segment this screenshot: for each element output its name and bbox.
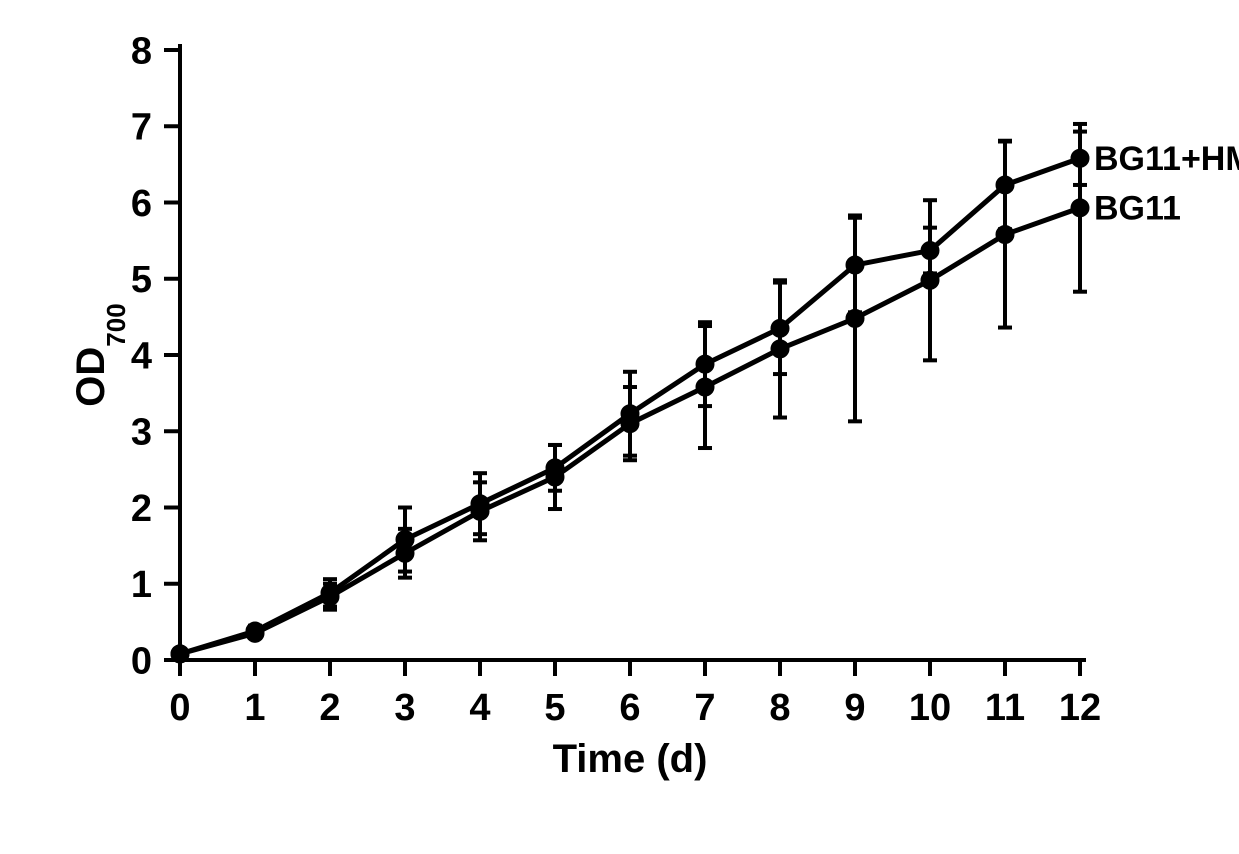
- x-tick-label: 2: [319, 687, 340, 729]
- series-marker: [621, 415, 639, 433]
- y-tick-label: 8: [131, 30, 152, 72]
- y-tick-label: 7: [131, 107, 152, 149]
- series-marker: [546, 468, 564, 486]
- y-tick-label: 5: [131, 259, 152, 301]
- series-marker: [171, 645, 189, 663]
- y-tick-label: 6: [131, 183, 152, 225]
- x-tick-label: 12: [1059, 687, 1101, 729]
- svg-text:OD700: OD700: [69, 303, 131, 406]
- x-tick-label: 8: [769, 687, 790, 729]
- x-tick-label: 11: [985, 687, 1025, 729]
- x-tick-label: 5: [544, 687, 565, 729]
- growth-chart: 0123456780123456789101112Time (d)OD700BG…: [0, 0, 1239, 854]
- y-tick-label: 3: [131, 412, 152, 454]
- y-tick-label: 0: [131, 640, 152, 682]
- y-axis-label: OD700: [69, 303, 131, 406]
- y-tick-label: 4: [131, 335, 152, 377]
- chart-svg: 0123456780123456789101112Time (d)OD700BG…: [0, 0, 1239, 854]
- series-marker: [771, 340, 789, 358]
- series-marker: [321, 588, 339, 606]
- x-tick-label: 10: [909, 687, 951, 729]
- x-tick-label: 4: [469, 687, 490, 729]
- series-label-BG11+HM: BG11+HM: [1094, 140, 1239, 178]
- series-label-BG11: BG11: [1094, 190, 1181, 228]
- series-marker: [396, 544, 414, 562]
- y-tick-label: 2: [131, 488, 152, 530]
- x-tick-label: 6: [619, 687, 640, 729]
- series-marker: [846, 309, 864, 327]
- series-marker: [246, 624, 264, 642]
- y-tick-label: 1: [131, 564, 152, 606]
- series-marker: [696, 378, 714, 396]
- x-tick-label: 7: [694, 687, 715, 729]
- series-marker: [1071, 199, 1089, 217]
- x-tick-label: 9: [844, 687, 865, 729]
- x-axis-label: Time (d): [553, 737, 708, 781]
- series-marker: [996, 226, 1014, 244]
- x-tick-label: 0: [169, 687, 190, 729]
- series-marker: [921, 271, 939, 289]
- series-marker: [471, 502, 489, 520]
- x-tick-label: 3: [394, 687, 415, 729]
- x-tick-label: 1: [244, 687, 265, 729]
